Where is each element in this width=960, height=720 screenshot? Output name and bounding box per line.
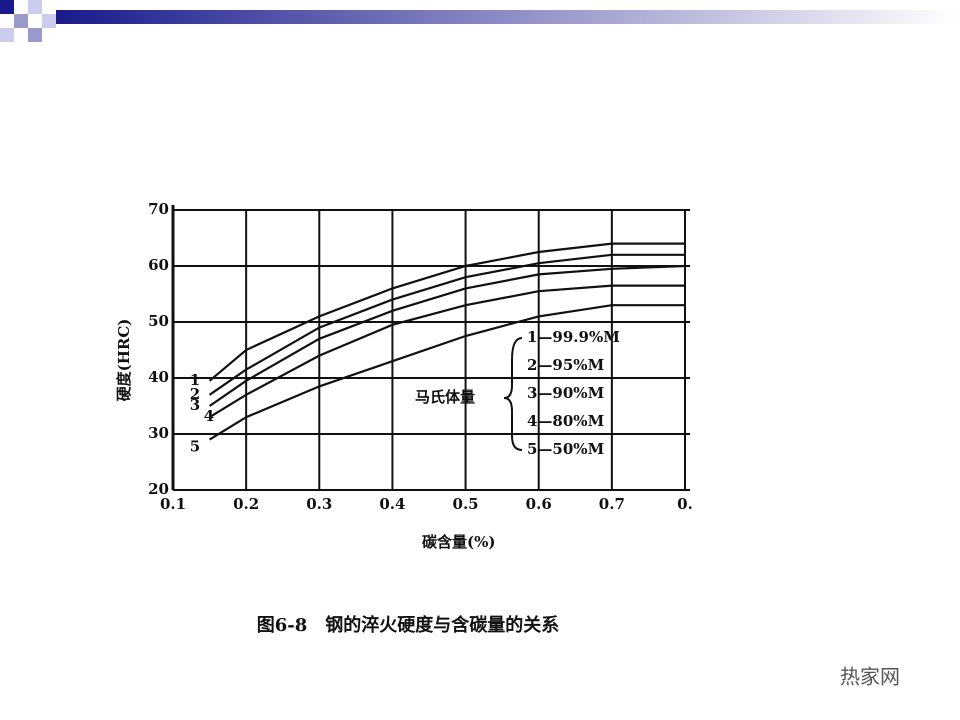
caption: 图6-8 钢的淬火硬度与含碳量的关系 bbox=[257, 614, 560, 636]
annotation: 马氏体量 bbox=[415, 388, 475, 406]
line bbox=[208, 264, 686, 407]
y-tick-label: 70 bbox=[148, 200, 169, 218]
line bbox=[208, 242, 685, 382]
line bbox=[208, 253, 685, 396]
legend-entry: 3—90%M bbox=[527, 384, 604, 402]
legend-entry: 1—99.9%M bbox=[527, 328, 620, 346]
brace bbox=[503, 337, 523, 451]
curve-label: 4 bbox=[204, 407, 214, 425]
curve-label: 5 bbox=[190, 438, 200, 456]
watermark: 热家网 bbox=[840, 665, 900, 689]
curve-label: 1 bbox=[190, 371, 200, 389]
x-tick-label: 0.1 bbox=[160, 495, 186, 513]
y-tick-label: 40 bbox=[148, 368, 169, 386]
y-tick-label: 50 bbox=[148, 312, 169, 330]
x-tick-label: 0.4 bbox=[379, 495, 405, 513]
curve-label: 2 bbox=[190, 385, 200, 403]
legend-entry: 4—80%M bbox=[527, 412, 604, 430]
y-axis-label: 硬度(HRC) bbox=[115, 319, 133, 402]
x-tick-label: 0. bbox=[677, 495, 693, 513]
legend-entry: 5—50%M bbox=[527, 440, 604, 458]
curve-label: 3 bbox=[190, 396, 200, 414]
x-tick-label: 0.3 bbox=[306, 495, 332, 513]
y-tick-label: 20 bbox=[148, 480, 169, 498]
x-tick-label: 0.6 bbox=[526, 495, 552, 513]
line bbox=[208, 304, 685, 441]
x-tick-label: 0.5 bbox=[453, 495, 479, 513]
y-tick-label: 30 bbox=[148, 424, 169, 442]
y-tick-label: 60 bbox=[148, 256, 169, 274]
x-tick-label: 0.7 bbox=[599, 495, 625, 513]
line bbox=[208, 284, 685, 419]
x-tick-label: 0.2 bbox=[233, 495, 259, 513]
x-axis-label: 碳含量(%) bbox=[422, 533, 495, 551]
slide-decoration bbox=[0, 0, 956, 42]
legend-entry: 2—95%M bbox=[527, 356, 604, 374]
